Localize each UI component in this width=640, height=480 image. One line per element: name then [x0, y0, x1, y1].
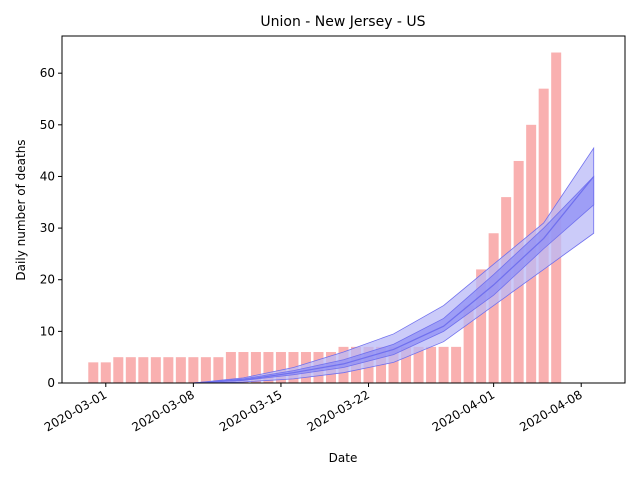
bar — [225, 352, 236, 383]
bar — [275, 352, 286, 383]
bar — [263, 352, 274, 383]
bar — [250, 352, 261, 383]
bar — [476, 269, 487, 383]
bar — [438, 346, 449, 383]
x-tick-label: 2020-04-08 — [517, 387, 584, 434]
y-tick-label: 40 — [40, 169, 55, 183]
bar — [175, 357, 186, 383]
y-tick-label: 20 — [40, 273, 55, 287]
x-tick-label: 2020-03-01 — [42, 387, 109, 434]
bar — [138, 357, 149, 383]
bar — [88, 362, 99, 383]
bar — [100, 362, 111, 383]
y-tick-label: 30 — [40, 221, 55, 235]
x-tick-label: 2020-03-08 — [129, 387, 196, 434]
bar — [213, 357, 224, 383]
bar — [388, 346, 399, 383]
bar — [113, 357, 124, 383]
bar — [150, 357, 161, 383]
bar — [125, 357, 136, 383]
bar — [401, 346, 412, 383]
plot-frame — [61, 35, 626, 384]
bar — [451, 346, 462, 383]
chart-title: Union - New Jersey - US — [260, 14, 425, 30]
bar — [488, 233, 499, 383]
bar — [238, 352, 249, 383]
y-tick-label: 0 — [47, 376, 55, 390]
bar — [200, 357, 211, 383]
bar — [426, 346, 437, 383]
y-tick-label: 50 — [40, 118, 55, 132]
y-tick-label: 10 — [40, 324, 55, 338]
bar — [463, 305, 474, 383]
bar — [163, 357, 174, 383]
x-tick-label: 2020-03-15 — [217, 387, 284, 434]
bar — [188, 357, 199, 383]
y-axis-label: Daily number of deaths — [14, 139, 28, 280]
x-tick-label: 2020-04-01 — [430, 387, 497, 434]
fit-line — [193, 176, 595, 384]
confidence-band — [193, 175, 595, 384]
x-axis-label: Date — [329, 451, 358, 465]
x-tick-label: 2020-03-22 — [305, 387, 372, 434]
y-tick-label: 60 — [40, 66, 55, 80]
bar — [413, 346, 424, 383]
